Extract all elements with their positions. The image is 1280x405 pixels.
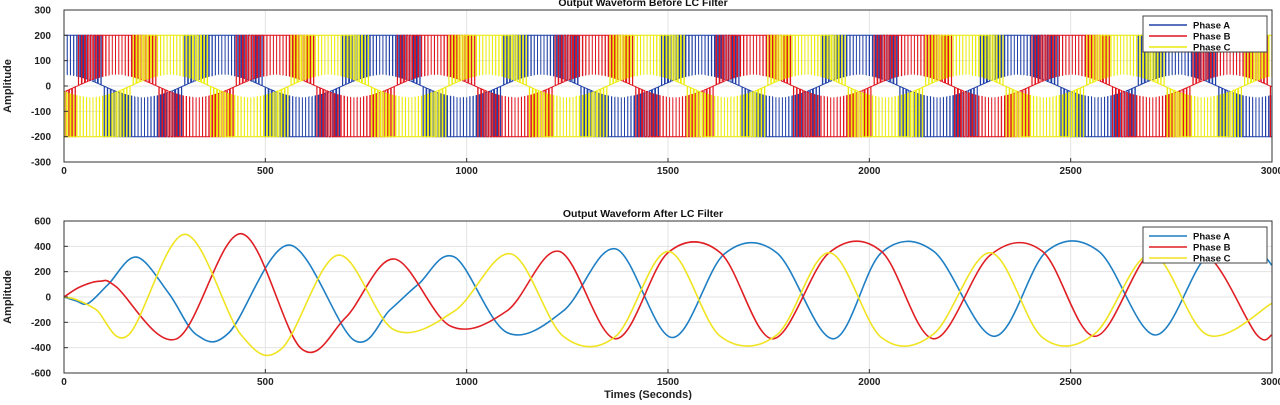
x-axis-label: Times (Seconds) [604, 389, 692, 400]
legend-label-phase-b: Phase B [1193, 243, 1231, 254]
tick-labels: 0 500 1000 1500 2000 2500 3000 -600 -400 -200 0 200… [31, 217, 1280, 389]
x-tick-label: 1500 [657, 377, 680, 388]
y-tick-label: 0 [45, 293, 51, 304]
legend-label-phase-c: Phase C [1193, 254, 1231, 265]
tick-labels: 0 500 1000 1500 2000 2500 3000 -300 -200 -100 0 100… [31, 6, 1280, 178]
y-tick-label: 600 [34, 217, 51, 228]
y-tick-label: 200 [34, 267, 51, 278]
x-tick-label: 0 [61, 166, 67, 177]
y-tick-label: 0 [45, 82, 51, 93]
y-tick-label: -400 [31, 343, 51, 354]
y-tick-label: -300 [31, 158, 51, 169]
y-axis-label: Amplitude [2, 59, 14, 113]
x-tick-label: 2500 [1060, 377, 1083, 388]
series-phase-a [63, 240, 1273, 343]
chart-title: Output Waveform After LC Filter [563, 208, 723, 220]
x-tick-label: 1500 [657, 166, 680, 177]
y-tick-label: -200 [31, 132, 51, 143]
y-tick-label: -600 [31, 369, 51, 380]
legend-box [1142, 15, 1268, 53]
y-tick-label: 300 [34, 6, 51, 17]
y-tick-label: 400 [34, 242, 51, 253]
chart-after-filter: Output Waveform After LC Filter 0 500 1000… [2, 208, 1280, 401]
legend-label-phase-a: Phase A [1193, 232, 1230, 243]
legend-label-phase-b: Phase B [1193, 32, 1231, 43]
chart-before-filter: Output Waveform Before LC Filter 0 500 100… [2, 0, 1280, 177]
x-tick-label: 3000 [1261, 166, 1280, 177]
series-group [63, 232, 1273, 357]
x-tick-label: 2000 [858, 166, 881, 177]
series-phase-b [63, 232, 1273, 354]
y-axis-label: Amplitude [2, 270, 14, 324]
y-tick-label: 100 [34, 56, 51, 67]
legend-label-phase-a: Phase A [1193, 21, 1230, 32]
x-tick-label: 0 [61, 377, 67, 388]
legend-box [1142, 226, 1268, 264]
x-tick-label: 1000 [456, 377, 479, 388]
chart-title: Output Waveform Before LC Filter [558, 0, 727, 9]
x-tick-label: 1000 [456, 166, 479, 177]
x-tick-label: 3000 [1261, 377, 1280, 388]
y-tick-label: 200 [34, 31, 51, 42]
x-tick-label: 2500 [1060, 166, 1083, 177]
series-phase-c [63, 233, 1273, 357]
legend-label-phase-c: Phase C [1193, 43, 1231, 54]
x-tick-label: 2000 [858, 377, 881, 388]
y-tick-label: -100 [31, 107, 51, 118]
x-tick-label: 500 [257, 377, 274, 388]
y-tick-label: -200 [31, 318, 51, 329]
x-tick-label: 500 [257, 166, 274, 177]
